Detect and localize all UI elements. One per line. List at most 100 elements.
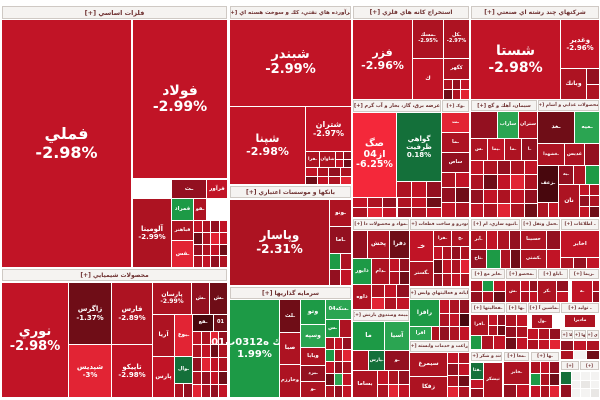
stock-tile[interactable] [574,166,585,184]
stock-tile[interactable]: ـكل -2.97% [444,20,469,58]
stock-tile-small[interactable] [580,207,589,217]
stock-tile-small[interactable] [201,345,210,358]
stock-tile-small[interactable] [574,350,586,359]
sector-header[interactable]: قند و شكر [+] [471,352,502,361]
stock-tile-small[interactable] [547,250,560,268]
stock-tile[interactable] [353,351,368,370]
stock-tile[interactable]: ـش [192,283,209,314]
stock-tile[interactable]: وپاسار -2.31% [230,200,329,285]
stock-tile-small[interactable] [540,362,550,373]
stock-tile[interactable]: ـآبر [471,231,486,249]
stock-tile[interactable]: ـفس [172,241,193,267]
stock-tile-small[interactable] [400,272,409,284]
stock-tile[interactable]: ـو [301,382,325,397]
stock-tile-small[interactable] [497,315,505,325]
stock-tile-small[interactable] [353,198,367,207]
stock-tile-small[interactable] [201,332,210,345]
stock-tile-small[interactable] [317,168,328,176]
stock-tile-small[interactable] [219,244,227,256]
stock-tile[interactable]: ستران [519,112,537,138]
stock-tile-small[interactable] [461,90,469,99]
stock-tile-small[interactable] [442,203,455,217]
sector-header[interactable]: زراعت و خدمات وابسته [+] [410,341,469,352]
stock-tile-small[interactable] [471,189,484,203]
stock-tile-small[interactable] [587,84,599,99]
stock-tile-small[interactable] [344,152,351,159]
stock-tile[interactable]: پارس [153,357,174,397]
stock-tile-small[interactable] [326,338,334,349]
stock-tile[interactable]: آريا [153,315,174,356]
stock-tile-small[interactable] [440,327,449,340]
stock-tile-small[interactable] [509,231,520,249]
stock-tile[interactable]: داوه [353,285,371,309]
stock-tile-small[interactable] [531,386,540,397]
stock-tile[interactable]: ـفع [193,315,213,331]
sector-header[interactable]: ـحمل ونقل [+] [521,219,560,230]
stock-tile[interactable]: فمراد [172,199,193,220]
stock-tile-small[interactable] [219,221,227,232]
stock-tile-small[interactable] [210,345,219,358]
stock-tile[interactable]: ـبه [559,166,573,184]
sector-header[interactable]: ـمعا [+] [504,352,529,361]
stock-tile-small[interactable] [471,292,482,302]
stock-tile-small[interactable] [572,380,581,389]
stock-tile[interactable]: رافزا [410,300,439,326]
stock-tile-small[interactable] [461,260,469,273]
stock-tile[interactable] [561,372,571,384]
stock-tile-small[interactable] [219,384,227,397]
stock-tile[interactable]: دفرا [390,231,409,258]
stock-tile-small[interactable] [427,208,441,217]
stock-tile[interactable]: ـتاخ [471,250,486,268]
stock-tile-small[interactable] [434,260,442,273]
stock-tile-small[interactable] [456,203,469,217]
stock-tile-small[interactable] [497,175,511,189]
stock-tile[interactable]: شپنا -2.98% [230,107,305,184]
stock-tile-small[interactable] [471,161,484,175]
stock-tile-small[interactable] [459,375,469,386]
stock-tile[interactable]: ـخ [452,231,469,246]
sector-header[interactable]: ـمحصولات غذايي و آشام [+] [538,100,599,111]
stock-tile-small[interactable] [590,372,599,380]
stock-tile-small[interactable] [459,364,469,375]
stock-tile-small[interactable] [511,175,524,189]
stock-tile[interactable]: ـقثا [471,363,483,379]
stock-tile-small[interactable] [574,341,586,350]
stock-tile[interactable] [487,250,500,268]
sector-header[interactable]: ـها [+] [506,303,527,313]
sector-header[interactable]: ـمحصو [+] [506,269,537,279]
stock-tile-small[interactable] [590,185,599,195]
stock-tile-small[interactable] [390,272,399,284]
stock-tile-small[interactable] [456,188,469,202]
stock-tile[interactable]: ـت [442,113,469,132]
stock-tile-small[interactable] [531,362,540,373]
stock-tile-small[interactable] [193,345,201,358]
stock-tile-small[interactable] [487,231,498,249]
stock-tile-small[interactable] [372,297,384,309]
stock-tile-small[interactable] [497,325,505,335]
stock-tile-small[interactable] [547,231,560,249]
stock-tile-small[interactable] [397,198,412,207]
stock-tile-small[interactable] [341,270,351,285]
stock-tile[interactable]: ـخابر [504,362,529,384]
stock-tile[interactable]: نوري -2.98% [2,283,68,397]
stock-tile-small[interactable] [452,247,460,260]
stock-tile-small[interactable] [448,386,458,397]
stock-tile-small[interactable] [593,292,599,302]
stock-tile[interactable]: ـيما [488,139,504,160]
stock-tile-small[interactable] [517,326,527,338]
stock-tile-small[interactable] [506,338,516,349]
stock-tile-small[interactable] [484,161,497,175]
stock-tile-small[interactable] [444,90,452,99]
stock-tile-small[interactable] [587,69,599,84]
sector-header[interactable]: فرآورده هاي نفتي، كك و سوخت هسته اي [+] [230,6,351,19]
stock-tile-small[interactable] [511,161,524,175]
stock-tile[interactable]: ـو [385,351,409,370]
stock-tile[interactable]: ـلث [280,300,300,332]
stock-tile[interactable]: ـسكه04 [326,300,351,319]
stock-tile[interactable] [471,112,497,138]
stock-tile-small[interactable] [329,168,340,176]
stock-tile-small[interactable] [540,374,550,385]
stock-tile[interactable]: خـ [410,231,433,261]
stock-tile-small[interactable] [443,247,451,260]
stock-tile-small[interactable] [448,364,458,375]
